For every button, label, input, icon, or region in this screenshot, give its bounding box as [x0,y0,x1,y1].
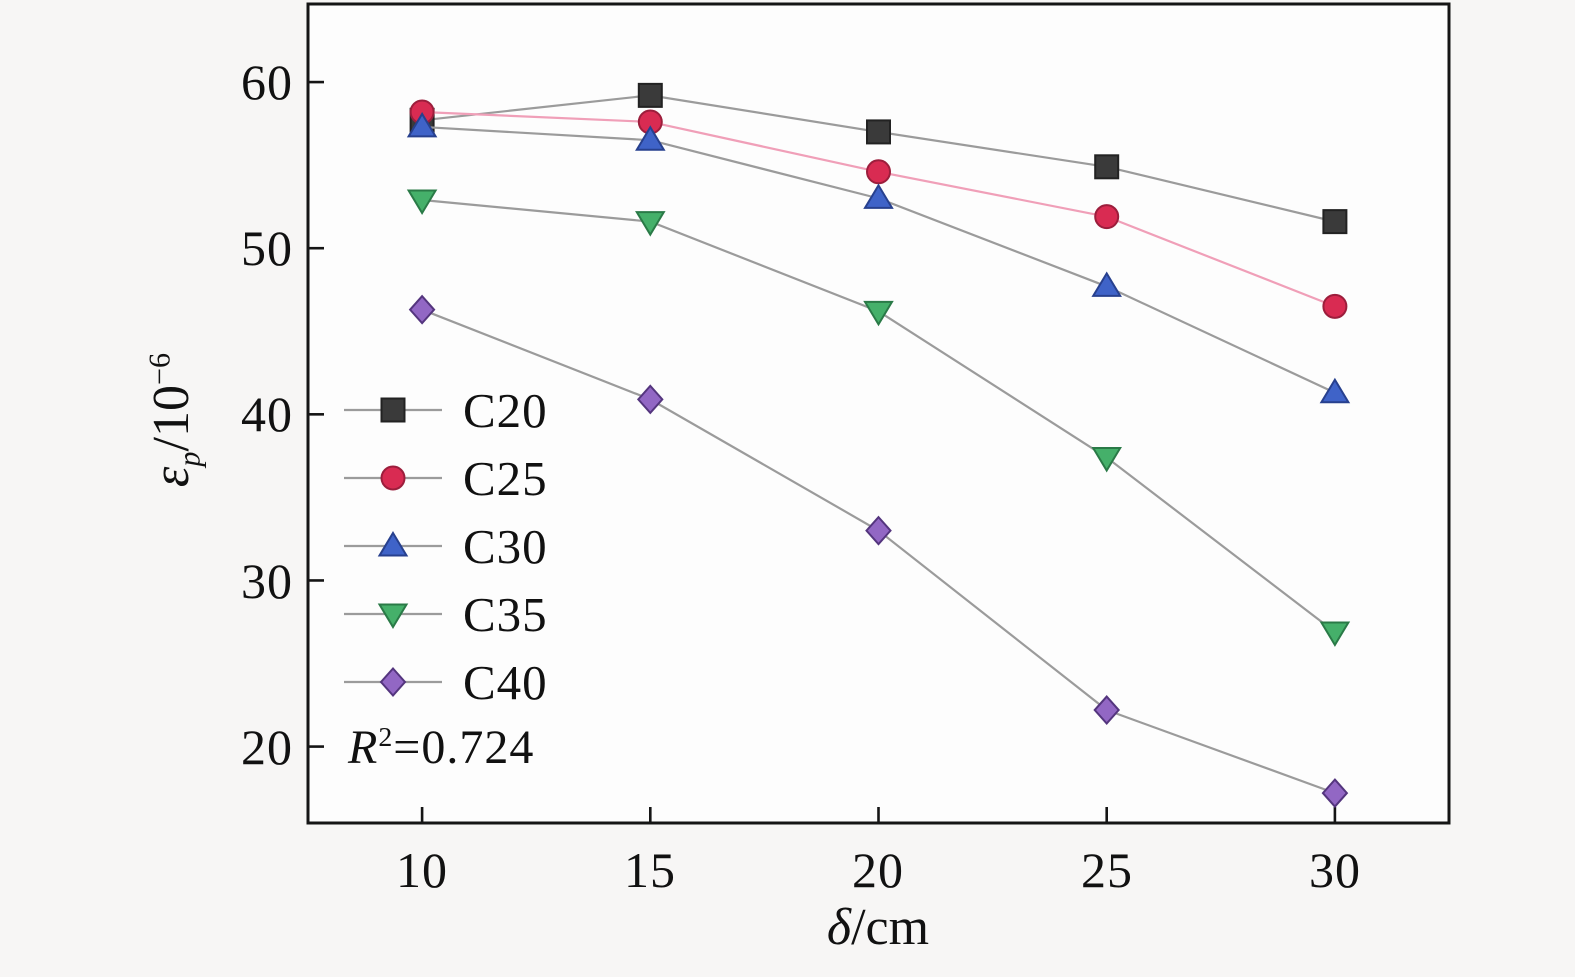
marker-triangle-up [406,111,438,138]
series-c35 [406,189,1351,647]
marker-square [866,119,891,145]
legend-item-c25: C25 [342,447,548,509]
y-tick-label-30: 30 [241,553,293,609]
legend-label-c20: C20 [463,382,548,438]
r-squared-annotation: R2=0.724 [348,716,534,780]
marker-diamond [636,384,664,415]
r-value: =0.724 [393,721,535,774]
legend-item-c20: C20 [342,379,548,441]
marker-diamond [865,515,892,546]
marker-diamond [1321,778,1349,809]
x-tick-label-30: 30 [1309,842,1361,898]
x-tick-label-25: 25 [1081,842,1133,898]
legend-item-c30: C30 [342,515,548,577]
legend-label-c35: C35 [463,586,548,642]
marker-triangle-down [635,211,666,237]
r-exponent: 2 [378,722,394,753]
y-tick-label-60: 60 [241,54,293,110]
marker-diamond [1093,695,1121,726]
series-c40 [408,294,1349,809]
marker-diamond [379,666,407,698]
delta-symbol: δ [826,899,852,956]
legend-key-c40-icon [344,666,442,698]
x-axis-unit: /cm [851,899,930,956]
marker-triangle-up [1319,377,1351,404]
marker-square [637,82,663,108]
y-tick-label-40: 40 [241,386,293,442]
marker-circle [380,465,406,491]
legend-key-c30-icon [344,531,442,557]
marker-triangle-up [635,125,666,151]
marker-triangle-up [1091,271,1122,297]
marker-triangle-up [863,183,894,209]
x-tick-label-20: 20 [852,842,904,898]
legend-item-c35: C35 [342,583,548,645]
legend-key-c35-icon [344,603,442,629]
marker-square [380,397,406,423]
legend-item-c40: C40 [342,651,548,713]
legend-label-c40: C40 [463,654,548,710]
marker-square [1322,209,1348,235]
y-axis-exponent: −6 [142,352,177,386]
x-tick-label-15: 15 [624,842,676,898]
legend-key-c25-icon [344,465,442,491]
y-tick-label-20: 20 [241,719,293,775]
y-tick-label-50: 50 [241,220,293,276]
legend-label-c25: C25 [463,450,548,506]
marker-triangle-down [377,603,409,629]
marker-triangle-up [377,531,409,557]
marker-diamond [408,294,436,325]
y-axis-title: εp/10−6 [140,250,207,590]
marker-triangle-down [863,300,894,327]
y-axis-subscript: p [172,451,207,467]
marker-circle [866,159,891,185]
y-axis-base: /10 [143,385,200,452]
x-tick-label-10: 10 [396,842,448,898]
r-symbol: R [348,721,379,774]
series-c30 [406,111,1351,404]
marker-circle [1094,204,1120,230]
marker-circle [1322,293,1348,319]
legend-label-c30: C30 [463,518,548,574]
legend-key-c20-icon [344,397,442,423]
marker-triangle-down [1319,621,1351,647]
marker-square [1094,154,1120,180]
epsilon-symbol: ε [143,466,200,488]
marker-triangle-down [1091,447,1122,473]
x-axis-title: δ/cm [728,896,1028,960]
marker-triangle-down [406,189,438,215]
series-c25 [409,99,1348,319]
